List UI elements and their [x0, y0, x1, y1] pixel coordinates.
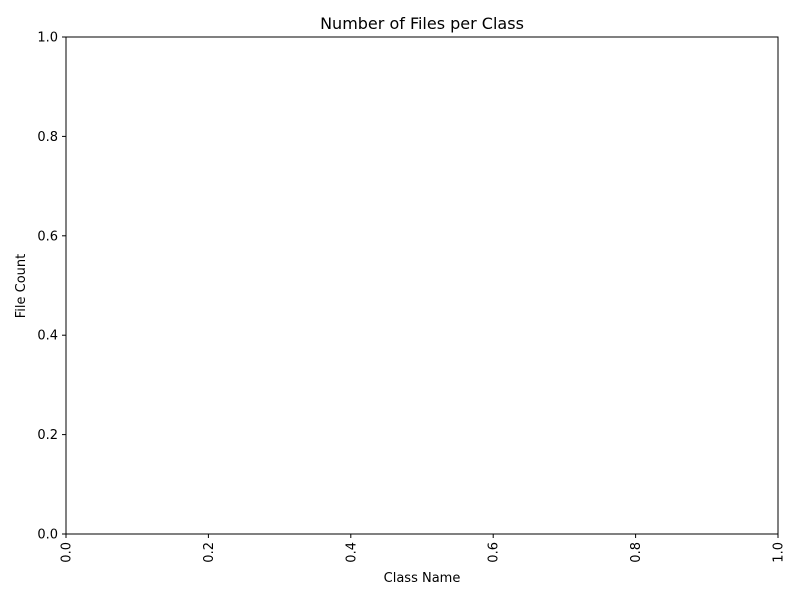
y-tick-label: 0.4 [37, 329, 58, 344]
x-tick-label: 0.0 [60, 542, 75, 563]
y-axis-label: File Count [14, 254, 29, 319]
y-tick-label: 0.2 [37, 428, 58, 443]
chart-title: Number of Files per Class [320, 14, 524, 33]
y-tick-label: 0.6 [37, 229, 58, 244]
plot-area [65, 36, 779, 535]
x-tick-label: 0.6 [487, 542, 502, 563]
x-tick-label: 0.8 [629, 542, 644, 563]
x-tick-label: 0.2 [202, 542, 217, 563]
y-tick-label: 0.8 [37, 130, 58, 145]
x-axis: 0.0 0.2 0.4 0.6 0.8 1.0 [60, 534, 787, 563]
y-axis: 0.0 0.2 0.4 0.6 0.8 1.0 [37, 31, 66, 543]
x-tick-label: 1.0 [772, 542, 787, 563]
x-axis-label: Class Name [384, 571, 461, 586]
y-tick-label: 0.0 [37, 528, 58, 543]
x-tick-label: 0.4 [344, 542, 359, 563]
y-tick-label: 1.0 [37, 31, 58, 46]
